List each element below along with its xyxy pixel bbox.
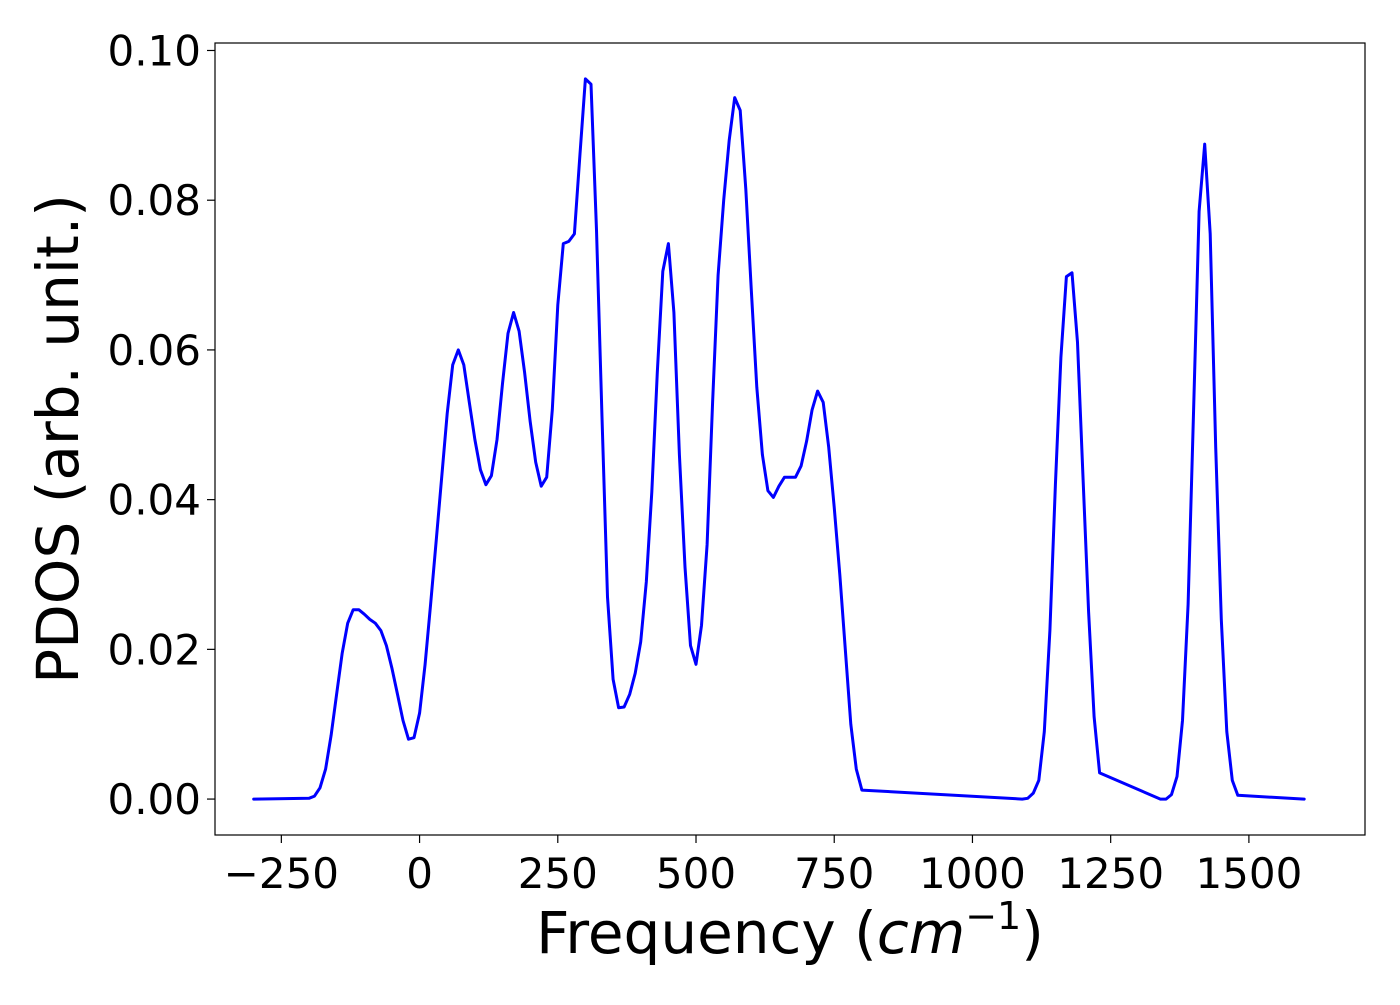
x-tick-label: 1250: [1057, 849, 1164, 898]
x-tick-label: 500: [656, 849, 736, 898]
x-axis-title: Frequency (cm−1): [536, 894, 1044, 967]
pdos-series-line: [252, 77, 1306, 801]
y-tick-label: 0.10: [107, 26, 201, 75]
x-axis-title-prefix: Frequency (: [536, 899, 877, 967]
x-tick-label: 1500: [1195, 849, 1302, 898]
y-tick-label: 0.08: [107, 176, 201, 225]
y-tick-label: 0.04: [107, 476, 201, 525]
label-layer: −250 0 250 500 750 1000 1250 1500 0.00 0.02 0.04 0.…: [107, 26, 1302, 898]
x-axis-title-unit: cm: [877, 899, 965, 967]
x-axis-title-suffix: ): [1021, 899, 1044, 967]
y-axis-title: PDOS (arb. unit.): [24, 194, 92, 684]
x-tick-label: 750: [794, 849, 874, 898]
y-tick-label: 0.00: [107, 775, 201, 824]
x-tick-label: 1000: [919, 849, 1026, 898]
plot-frame: [214, 42, 1366, 836]
x-tick-label: −250: [224, 849, 339, 898]
y-tick-label: 0.06: [107, 326, 201, 375]
y-tick-label: 0.02: [107, 625, 201, 674]
x-tick-label: 250: [518, 849, 598, 898]
x-axis-title-exponent: −1: [965, 894, 1021, 938]
tick-layer: [207, 49, 1250, 843]
x-tick-label: 0: [406, 849, 433, 898]
series-layer: [252, 77, 1306, 801]
